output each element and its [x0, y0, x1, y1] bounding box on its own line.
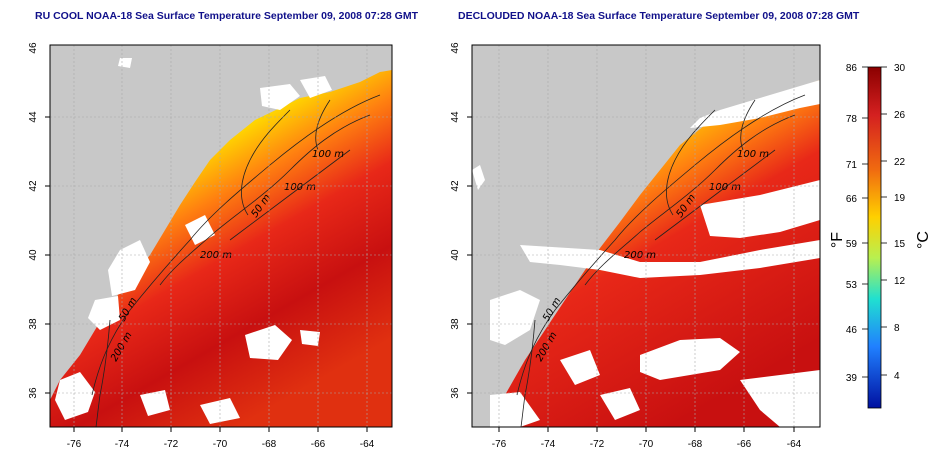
x-tick-label: -68	[688, 439, 703, 450]
celsius-tick: 4	[894, 371, 900, 382]
left-map-frame	[49, 44, 393, 428]
right-map-area: 100 m 100 m 50 m 200 m 50 m 200 m	[472, 45, 820, 427]
x-tick-label: -74	[115, 439, 130, 450]
colorbar-celsius-ticks: 30 26 22 19 15 12 8 4	[894, 63, 906, 382]
x-tick-label: -66	[311, 439, 326, 450]
celsius-tick: 19	[894, 193, 906, 204]
colorbar-fahrenheit-ticks: 86 78 71 66 59 53 46 39	[846, 63, 858, 384]
left-y-axis: 46 44 42 40 38 36	[28, 42, 39, 399]
right-cloud-mask	[472, 80, 820, 427]
x-tick-label: -66	[737, 439, 752, 450]
y-tick-label: 36	[450, 387, 461, 399]
x-tick-label: -64	[360, 439, 375, 450]
celsius-tick: 15	[894, 239, 906, 250]
left-map-title: RU COOL NOAA-18 Sea Surface Temperature …	[35, 10, 419, 22]
fahrenheit-tick: 71	[846, 160, 858, 171]
celsius-unit-label: °C	[915, 231, 932, 249]
left-gridlines	[50, 45, 392, 427]
celsius-tick: 26	[894, 110, 906, 121]
right-ocean-sst	[490, 80, 820, 427]
fahrenheit-unit-label: °F	[829, 232, 846, 248]
contour-label: 100 m	[312, 149, 344, 160]
right-x-axis: -76 -74 -72 -70 -68 -66 -64	[492, 439, 802, 450]
fahrenheit-tick: 86	[846, 63, 858, 74]
colorbar-tickmarks	[862, 66, 887, 378]
left-cloud-mask	[55, 58, 332, 424]
celsius-tick: 8	[894, 323, 900, 334]
x-tick-label: -76	[67, 439, 82, 450]
right-bathymetry-contours	[516, 94, 806, 427]
x-tick-label: -70	[639, 439, 654, 450]
y-tick-label: 40	[450, 249, 461, 261]
contour-label: 100 m	[709, 182, 741, 193]
celsius-tick: 30	[894, 63, 906, 74]
fahrenheit-tick: 78	[846, 114, 858, 125]
contour-label: 200 m	[200, 250, 232, 261]
celsius-tick: 12	[894, 276, 906, 287]
right-y-axis: 46 44 42 40 38 36	[450, 42, 461, 399]
fahrenheit-tick: 39	[846, 373, 858, 384]
y-tick-label: 42	[28, 180, 39, 192]
contour-label: 200 m	[624, 250, 656, 261]
x-tick-label: -74	[541, 439, 556, 450]
fahrenheit-tick: 66	[846, 194, 858, 205]
y-tick-label: 46	[450, 42, 461, 54]
y-tick-label: 44	[28, 111, 39, 123]
x-tick-label: -72	[590, 439, 605, 450]
left-x-tickmarks	[73, 427, 368, 432]
contour-label: 100 m	[284, 182, 316, 193]
x-tick-label: -68	[262, 439, 277, 450]
y-tick-label: 38	[28, 318, 39, 330]
celsius-tick: 22	[894, 157, 906, 168]
right-x-tickmarks	[498, 427, 795, 432]
colorbar	[867, 66, 882, 409]
left-bathymetry-contours	[91, 94, 381, 427]
x-tick-label: -76	[492, 439, 507, 450]
fahrenheit-tick: 59	[846, 239, 858, 250]
right-y-tickmarks	[467, 116, 472, 394]
right-gridlines	[472, 45, 820, 427]
y-tick-label: 38	[450, 318, 461, 330]
fahrenheit-tick: 53	[846, 280, 858, 291]
y-tick-label: 44	[450, 111, 461, 123]
right-map-title: DECLOUDED NOAA-18 Sea Surface Temperatur…	[458, 10, 860, 22]
x-tick-label: -70	[213, 439, 228, 450]
x-tick-label: -64	[787, 439, 802, 450]
left-y-tickmarks	[45, 116, 50, 394]
y-tick-label: 40	[28, 249, 39, 261]
fahrenheit-tick: 46	[846, 325, 858, 336]
y-tick-label: 46	[28, 42, 39, 54]
contour-label: 100 m	[737, 149, 769, 160]
y-tick-label: 36	[28, 387, 39, 399]
left-map-area: 100 m 100 m 50 m 200 m 50 m 200 m	[50, 45, 392, 427]
y-tick-label: 42	[450, 180, 461, 192]
x-tick-label: -72	[164, 439, 179, 450]
left-x-axis: -76 -74 -72 -70 -68 -66 -64	[67, 439, 375, 450]
